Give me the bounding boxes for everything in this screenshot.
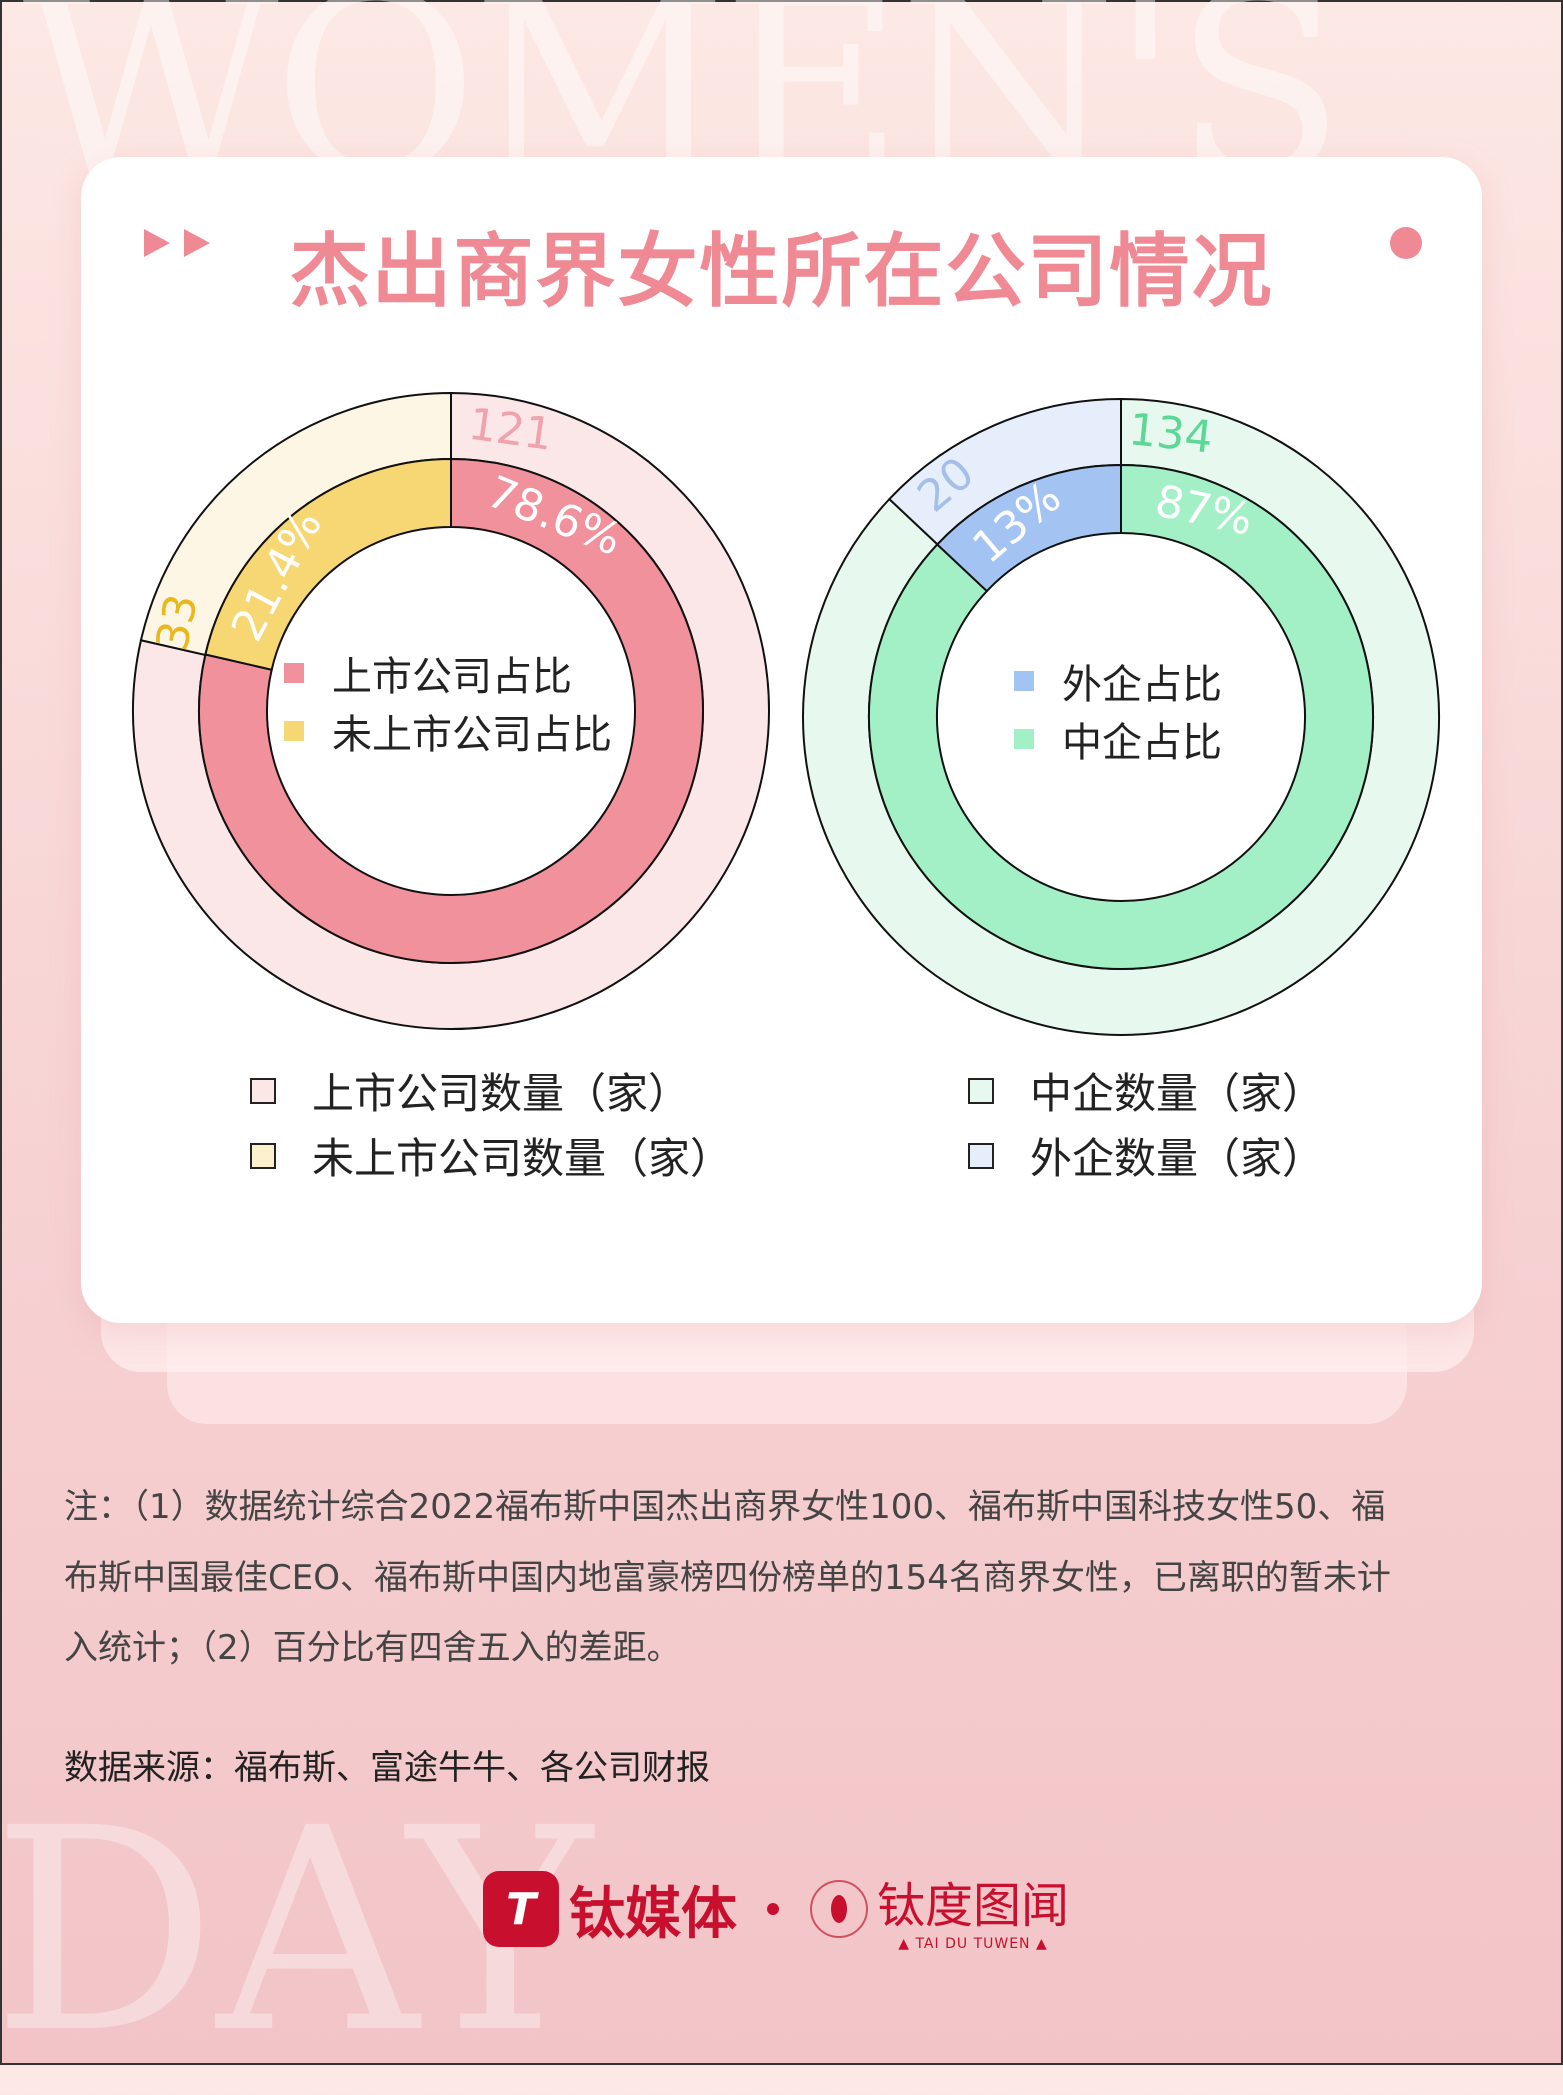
legend-domestic-count: 中企数量（家） <box>968 1060 1324 1121</box>
legend-unlisted-count: 未上市公司数量（家） <box>250 1125 732 1186</box>
legend-foreign-count: 外企数量（家） <box>968 1125 1324 1186</box>
legend-listed-count: 上市公司数量（家） <box>250 1060 690 1121</box>
data-label: 33 <box>147 590 209 655</box>
brand-tmt: 钛媒体 <box>569 1881 737 1947</box>
donut-slice-inner <box>204 457 452 671</box>
tmt-logo-icon: T <box>483 1871 559 1947</box>
legend-swatch <box>284 663 304 683</box>
donut-slice-inner <box>198 457 704 964</box>
brand-taidu: 钛度图闻 <box>877 1878 1070 1934</box>
dot-icon <box>1390 227 1422 259</box>
note-line: 注：（1）数据统计综合2022福布斯中国杰出商界女性100、福布斯中国科技女性5… <box>64 1487 1386 1527</box>
legend-swatch <box>284 721 304 741</box>
data-source: 数据来源：福布斯、富途牛牛、各公司财报 <box>64 1748 710 1788</box>
legend-label: 中企占比 <box>1062 720 1222 766</box>
inner-legend-foreign: 外企占比 <box>1014 652 1222 710</box>
eye-logo-icon <box>810 1880 868 1938</box>
note-line: 布斯中国最佳CEO、福布斯中国内地富豪榜四份榜单的154名商界女性，已离职的暂未… <box>64 1558 1391 1598</box>
legend-label: 上市公司占比 <box>332 654 572 700</box>
note-line: 入统计；（2）百分比有四舍五入的差距。 <box>64 1628 681 1668</box>
brand-taidu-sub: ▲ TAI DU TUWEN ▲ <box>898 1936 1048 1952</box>
legend-swatch <box>250 1142 276 1169</box>
double-arrow-icon <box>144 229 210 257</box>
inner-legend-unlisted: 未上市公司占比 <box>284 702 612 760</box>
legend-swatch <box>250 1077 276 1104</box>
footer-logo: T 钛媒体 钛度图闻 ▲ TAI DU TUWEN ▲ <box>483 1864 1069 1954</box>
donut-slice-inner <box>868 463 1374 970</box>
legend-swatch <box>1014 729 1034 749</box>
legend-swatch <box>968 1142 994 1169</box>
legend-label: 外企数量（家） <box>1030 1134 1325 1183</box>
inner-legend-domestic: 中企占比 <box>1014 710 1222 768</box>
data-label: 134 <box>1126 404 1215 463</box>
data-label: 121 <box>465 399 555 461</box>
legend-label: 上市公司数量（家） <box>312 1069 691 1118</box>
legend-label: 中企数量（家） <box>1030 1069 1325 1118</box>
chart-card <box>81 157 1482 1323</box>
legend-swatch <box>968 1077 994 1104</box>
legend-label: 外企占比 <box>1062 662 1222 708</box>
inner-legend-listed: 上市公司占比 <box>284 644 572 702</box>
chart-title: 杰出商界女性所在公司情况 <box>289 225 1274 318</box>
legend-swatch <box>1014 671 1034 691</box>
legend-label: 未上市公司占比 <box>332 712 612 758</box>
legend-label: 未上市公司数量（家） <box>312 1134 733 1183</box>
separator-dot <box>767 1903 779 1915</box>
donut-slice-inner <box>935 463 1122 593</box>
